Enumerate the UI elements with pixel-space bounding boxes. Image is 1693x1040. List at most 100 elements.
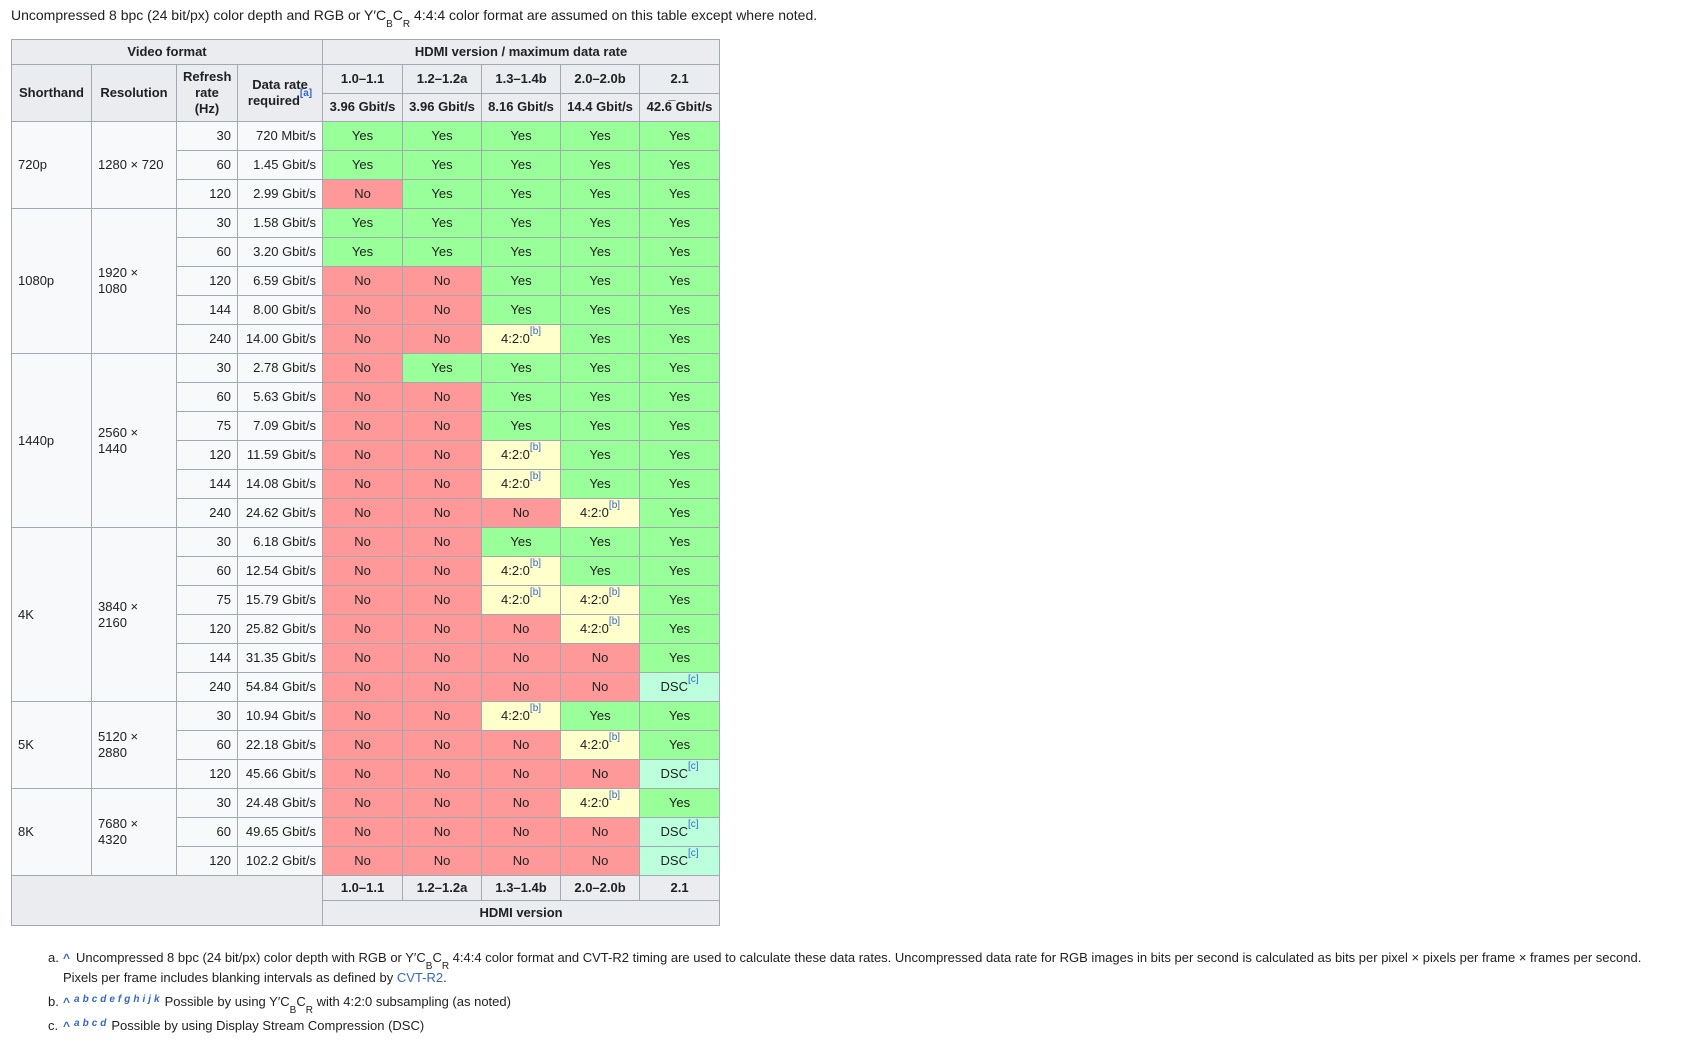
resolution-cell: 7680 × 4320 [91, 788, 177, 876]
backref-letter[interactable]: a [74, 994, 80, 1005]
refresh-rate-cell: 75 [176, 411, 238, 441]
support-label: No [354, 302, 371, 317]
backref-letter[interactable]: c [91, 1018, 98, 1029]
support-cell: Yes [639, 643, 721, 673]
support-cell: No [322, 411, 404, 441]
footnote-ref-a[interactable]: [a] [299, 87, 313, 99]
support-cell: 4:2:0[b] [560, 730, 641, 760]
table-row: 240 54.84 Gbit/s No No No No DSC[c] [12, 672, 721, 702]
support-label: No [354, 534, 371, 549]
support-label: Yes [510, 418, 532, 433]
footnote-ref-b[interactable]: [b] [608, 789, 621, 801]
data-rate-cell: 45.66 Gbit/s [236, 759, 324, 789]
support-label: No [354, 592, 371, 607]
footnote-ref-c[interactable]: [c] [687, 760, 699, 772]
table-row: 75 7.09 Gbit/s No No Yes Yes Yes [12, 411, 721, 441]
table-row: 60 22.18 Gbit/s No No No 4:2:0[b] Yes [12, 730, 721, 760]
footnote-ref-sup: [b] [530, 558, 541, 569]
support-cell: No [402, 846, 483, 876]
refresh-rate-cell: 144 [176, 469, 238, 499]
footnote-ref-c[interactable]: [c] [687, 673, 699, 685]
text-run: C [392, 7, 403, 23]
shorthand-cell: 720p [11, 121, 92, 209]
subscript-text: B [386, 18, 393, 30]
support-cell: Yes [560, 208, 641, 238]
support-cell: No [322, 324, 404, 354]
support-label: No [433, 418, 451, 433]
footer-version-4: 2.0–2.0b [560, 875, 641, 901]
data-rate-cell: 7.09 Gbit/s [236, 411, 324, 441]
backref-letter[interactable]: c [91, 994, 98, 1005]
support-cell: Yes [322, 237, 404, 267]
support-label: Yes [589, 157, 611, 172]
support-cell: Yes [560, 237, 641, 267]
support-label: Yes [510, 360, 532, 375]
backref-letter[interactable]: f [117, 994, 122, 1005]
backref-letter[interactable]: k [154, 994, 160, 1005]
support-cell: Yes [402, 179, 483, 209]
header-version-3: 1.3–1.4b [481, 64, 562, 94]
data-rate-cell: 14.08 Gbit/s [236, 469, 324, 499]
footnote-ref-b[interactable]: [b] [608, 586, 621, 598]
support-label: 4:2:0 [580, 795, 609, 810]
footnote-ref-sup: [c] [688, 848, 699, 859]
header-resolution: Resolution [91, 64, 177, 122]
footnote-ref-b[interactable]: [b] [529, 470, 542, 482]
support-label: No [591, 679, 609, 694]
footnote-ref-b[interactable]: [b] [529, 702, 542, 714]
table-row: 120 2.99 Gbit/s No Yes Yes Yes Yes [12, 179, 721, 209]
backref-letter[interactable]: d [100, 1018, 107, 1029]
cvt-r2-link[interactable]: CVT-R2 [396, 970, 444, 985]
support-cell: Yes [560, 469, 641, 499]
data-rate-cell: 2.78 Gbit/s [236, 353, 324, 383]
backref-letter[interactable]: h [133, 994, 140, 1005]
support-cell: No [481, 498, 562, 528]
backref-letter[interactable]: g [124, 994, 131, 1005]
support-label: Yes [510, 215, 532, 230]
support-cell: No [481, 730, 562, 760]
footer-row-label: HDMI version [12, 900, 721, 926]
footer-version-3: 1.3–1.4b [481, 875, 562, 901]
footnote-ref-sup: [b] [530, 326, 541, 337]
footer-version-5: 2.1 [639, 875, 721, 901]
support-cell: 4:2:0[b] [481, 556, 562, 586]
support-cell: Yes [402, 121, 483, 151]
footnote-ref-b[interactable]: [b] [529, 557, 542, 569]
backref-letter[interactable]: j [148, 994, 152, 1005]
backref-letter[interactable]: b [82, 1018, 89, 1029]
footnote-ref-c[interactable]: [c] [687, 847, 699, 859]
header-version-5: 2.1 [639, 64, 721, 94]
support-cell: Yes [402, 237, 483, 267]
footnote-ref-b[interactable]: [b] [608, 499, 621, 511]
support-cell: DSC[c] [639, 759, 721, 789]
refresh-rate-cell: 60 [176, 730, 238, 760]
header-row-columns: Shorthand Resolution Refresh rate (Hz) D… [11, 64, 721, 122]
support-label: No [354, 273, 371, 288]
support-label: Yes [668, 447, 691, 462]
footnote-ref-b[interactable]: [b] [529, 441, 542, 453]
backref-letter[interactable]: a [74, 1018, 80, 1029]
backref-caret[interactable]: ^ [63, 951, 71, 965]
backref-letter[interactable]: i [142, 994, 146, 1005]
footnote-ref-c[interactable]: [c] [687, 818, 699, 830]
footnote-ref-b[interactable]: [b] [608, 731, 621, 743]
support-cell: Yes [639, 701, 721, 731]
footnote-ref-b[interactable]: [b] [608, 615, 621, 627]
support-label: 4:2:0 [501, 447, 530, 462]
header-max-rate-2: 3.96 Gbit/s [402, 92, 483, 122]
data-rate-cell: 1.58 Gbit/s [236, 208, 324, 238]
support-label: No [354, 824, 371, 839]
backref-letter[interactable]: d [100, 994, 107, 1005]
data-rate-cell: 22.18 Gbit/s [236, 730, 324, 760]
footnote-ref-sup: [c] [688, 674, 699, 685]
table-row: 120 25.82 Gbit/s No No No 4:2:0[b] Yes [12, 614, 721, 644]
backref-letter[interactable]: b [82, 994, 89, 1005]
footnote-ref-b[interactable]: [b] [529, 325, 542, 337]
backref-letter[interactable]: e [109, 994, 115, 1005]
support-cell: Yes [639, 121, 721, 151]
footnote-ref-b[interactable]: [b] [529, 586, 542, 598]
text-run: . [443, 970, 447, 985]
data-rate-cell: 10.94 Gbit/s [236, 701, 324, 731]
support-cell: Yes [481, 527, 562, 557]
